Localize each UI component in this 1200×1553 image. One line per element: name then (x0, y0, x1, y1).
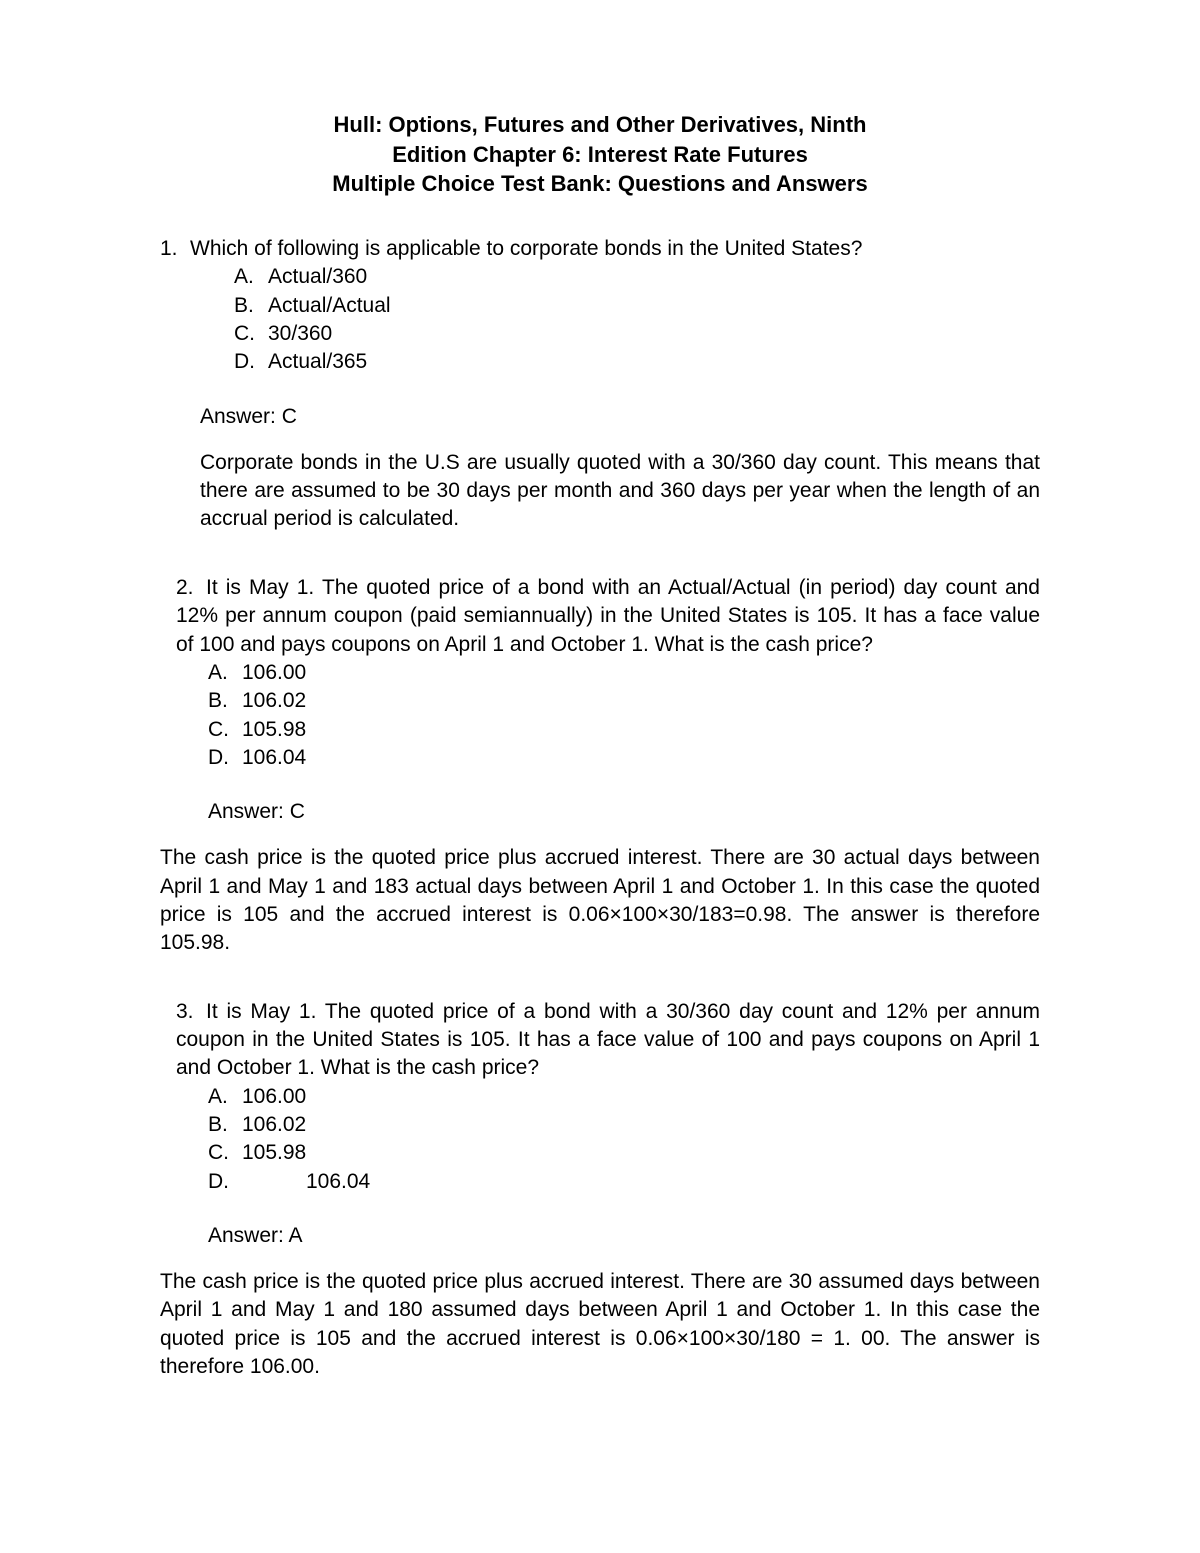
question-2-options: A.106.00 B.106.02 C.105.98 D. 106.04 (208, 659, 1040, 772)
question-2-answer: Answer: C (208, 800, 1040, 824)
question-number: 3. (176, 998, 206, 1026)
question-text: Which of following is applicable to corp… (190, 237, 862, 260)
question-text: It is May 1. The quoted price of a bond … (176, 576, 1040, 656)
option-b: B.Actual/Actual (234, 292, 1040, 320)
option-a: A.Actual/360 (234, 263, 1040, 291)
option-text: 30/360 (268, 320, 332, 348)
spacing (242, 1168, 306, 1196)
document-page: Hull: Options, Futures and Other Derivat… (0, 0, 1200, 1553)
option-letter: C. (234, 320, 268, 348)
option-a: A. 106.00 (208, 1083, 1040, 1111)
question-3-answer: Answer: A (208, 1224, 1040, 1248)
title-line-3: Multiple Choice Test Bank: Questions and… (160, 169, 1040, 199)
question-1-answer: Answer: C (200, 405, 1040, 429)
question-3: 3.It is May 1. The quoted price of a bon… (160, 998, 1040, 1382)
question-1-options: A.Actual/360 B.Actual/Actual C.30/360 D.… (234, 263, 1040, 376)
option-letter: D. (208, 744, 242, 772)
option-text: 106.04 (242, 744, 306, 772)
option-c: C.105.98 (208, 1139, 1040, 1167)
question-3-options: A. 106.00 B.106.02 C.105.98 D. 106.04 (208, 1083, 1040, 1196)
option-text: 106.04 (306, 1168, 370, 1196)
option-c: C.30/360 (234, 320, 1040, 348)
option-letter: B. (208, 687, 242, 715)
option-text: Actual/Actual (268, 292, 391, 320)
option-d: D.Actual/365 (234, 348, 1040, 376)
question-text: It is May 1. The quoted price of a bond … (176, 1000, 1040, 1080)
title-line-2: Edition Chapter 6: Interest Rate Futures (160, 140, 1040, 170)
question-3-stem: 3.It is May 1. The quoted price of a bon… (176, 998, 1040, 1083)
option-letter: C. (208, 716, 242, 744)
option-d: D. 106.04 (208, 1168, 1040, 1196)
option-letter: C. (208, 1139, 242, 1167)
option-b: B.106.02 (208, 687, 1040, 715)
question-2: 2.It is May 1. The quoted price of a bon… (160, 574, 1040, 958)
question-3-explanation: The cash price is the quoted price plus … (160, 1268, 1040, 1381)
option-text: 105.98 (242, 716, 306, 744)
question-1-stem: 1.Which of following is applicable to co… (160, 235, 1040, 263)
option-text: 105.98 (242, 1139, 306, 1167)
question-1-explanation: Corporate bonds in the U.S are usually q… (200, 449, 1040, 534)
question-number: 1. (160, 235, 190, 263)
option-text: 106.02 (242, 687, 306, 715)
option-letter: A. (208, 1083, 242, 1111)
question-2-stem: 2.It is May 1. The quoted price of a bon… (176, 574, 1040, 659)
option-d: D. 106.04 (208, 744, 1040, 772)
question-number: 2. (176, 574, 206, 602)
option-text: Actual/365 (268, 348, 367, 376)
option-letter: B. (208, 1111, 242, 1139)
option-letter: D. (234, 348, 268, 376)
option-letter: D. (208, 1168, 242, 1196)
option-c: C.105.98 (208, 716, 1040, 744)
option-text: 106.02 (242, 1111, 306, 1139)
question-2-explanation: The cash price is the quoted price plus … (160, 844, 1040, 957)
option-text: 106.00 (242, 1083, 306, 1111)
document-title: Hull: Options, Futures and Other Derivat… (160, 110, 1040, 199)
option-text: Actual/360 (268, 263, 367, 291)
option-a: A.106.00 (208, 659, 1040, 687)
option-letter: A. (208, 659, 242, 687)
option-letter: B. (234, 292, 268, 320)
title-line-1: Hull: Options, Futures and Other Derivat… (160, 110, 1040, 140)
option-letter: A. (234, 263, 268, 291)
question-1: 1.Which of following is applicable to co… (160, 235, 1040, 534)
option-b: B.106.02 (208, 1111, 1040, 1139)
option-text: 106.00 (242, 659, 306, 687)
